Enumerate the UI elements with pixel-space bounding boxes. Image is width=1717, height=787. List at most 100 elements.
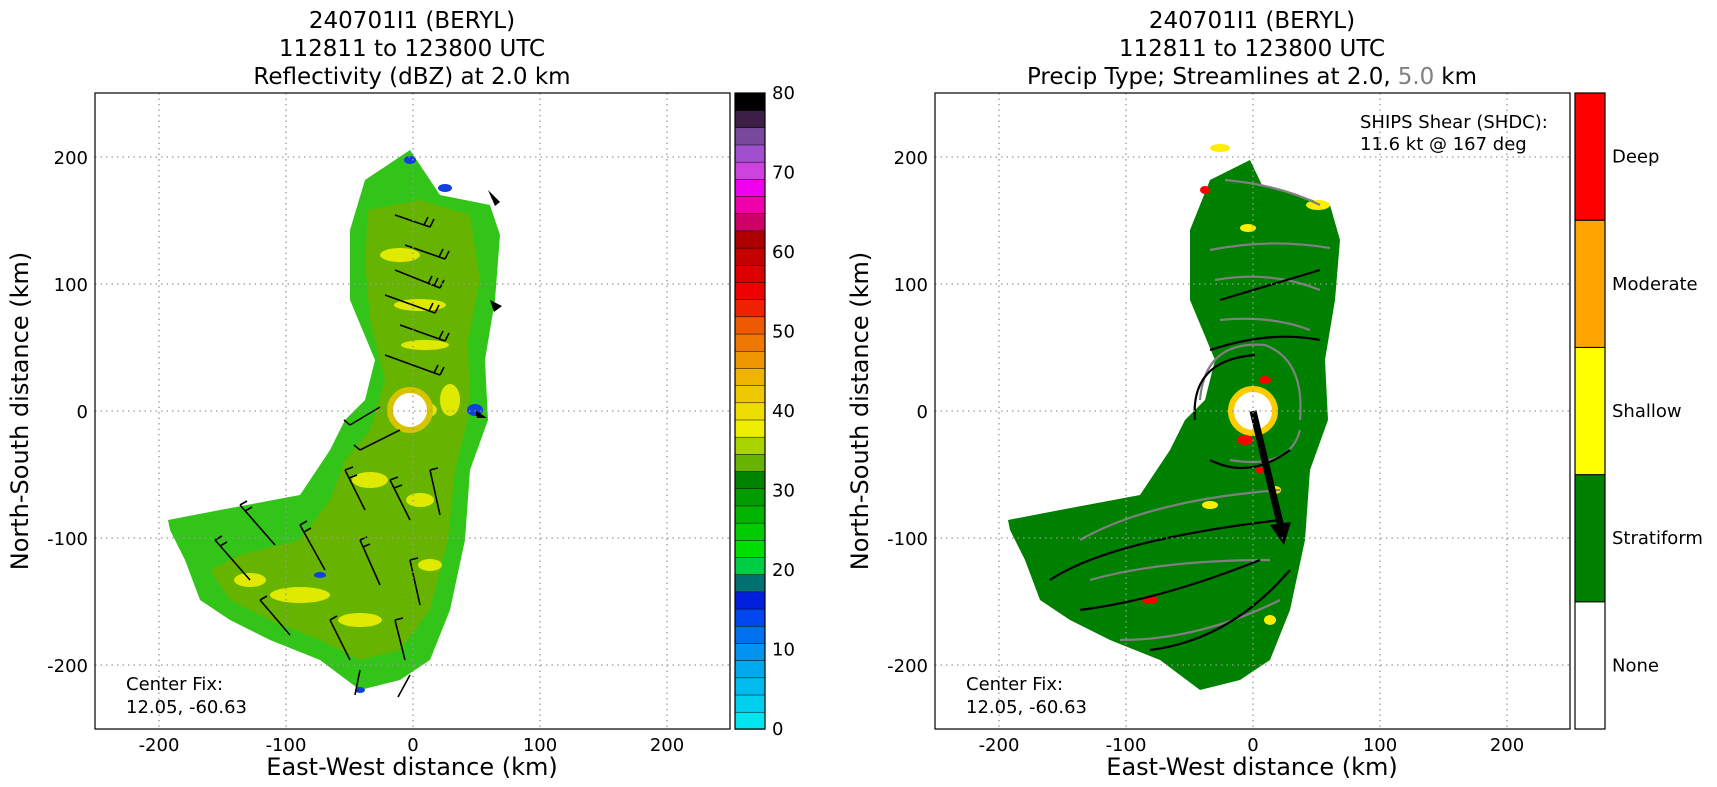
right-y-axis-label: North-South distance (km): [846, 252, 874, 571]
category-swatch: [1574, 92, 1606, 221]
category-swatch: [1574, 219, 1606, 348]
colorbar-segment: [734, 677, 766, 696]
right-y-tick-label: 200: [894, 148, 928, 169]
right-y-tick-label: -200: [887, 656, 928, 677]
right-title-line-3: Precip Type; Streamlines at 2.0, 5.0 km: [1027, 64, 1477, 90]
colorbar-segment: [734, 350, 766, 369]
category-label: Stratiform: [1612, 528, 1703, 549]
colorbar-segment: [734, 574, 766, 593]
left-y-tick-label: -200: [47, 656, 88, 677]
colorbar-segment: [734, 505, 766, 524]
left-x-tick-label: -100: [266, 735, 307, 756]
left-center-fix-label: Center Fix:: [126, 674, 223, 695]
precip-type-colorbar: [1574, 92, 1606, 730]
category-label: Moderate: [1612, 274, 1698, 295]
colorbar-tick-label: 50: [772, 322, 795, 343]
colorbar-segment: [734, 92, 766, 111]
precip-type-colorbar-frame: [1574, 92, 1606, 730]
colorbar-segment: [734, 470, 766, 490]
colorbar-tick-label: 70: [772, 163, 795, 184]
ships-shear-value: 11.6 kt @ 167 deg: [1360, 134, 1527, 155]
right-x-tick-label: 200: [1490, 735, 1524, 756]
right-title-line-2: 112811 to 123800 UTC: [1119, 36, 1385, 62]
colorbar-segment: [734, 522, 766, 541]
colorbar-segment: [734, 178, 766, 197]
colorbar-segment: [734, 608, 766, 627]
left-title-line-3: Reflectivity (dBZ) at 2.0 km: [253, 64, 570, 90]
colorbar-tick-label: 0: [772, 719, 783, 740]
left-x-tick-label: -200: [139, 735, 180, 756]
colorbar-segment: [734, 213, 766, 232]
colorbar-segment: [734, 625, 766, 644]
right-x-tick-label: -100: [1106, 735, 1147, 756]
colorbar-segment: [734, 488, 766, 507]
right-x-tick-label: 0: [1247, 735, 1258, 756]
left-title-line-2: 112811 to 123800 UTC: [279, 36, 545, 62]
colorbar-segment: [734, 247, 766, 266]
colorbar-segment: [734, 195, 766, 214]
category-swatch: [1574, 601, 1606, 730]
colorbar-segment: [734, 384, 766, 404]
right-center-fix-value: 12.05, -60.63: [966, 697, 1087, 718]
colorbar-segment: [734, 281, 766, 300]
colorbar-segment: [734, 264, 766, 283]
colorbar-segment: [734, 419, 766, 438]
colorbar-tick-label: 10: [772, 640, 795, 661]
precip-type-field: [1008, 144, 1340, 690]
precip-type-panel: 240701I1 (BERYL) 112811 to 123800 UTC Pr…: [846, 8, 1703, 781]
right-y-tick-label: 100: [894, 275, 928, 296]
precip-type-colorbar-labels: None Stratiform Shallow Moderate Deep: [1612, 147, 1703, 677]
colorbar-segment: [734, 299, 766, 318]
category-swatch: [1574, 346, 1606, 476]
colorbar-segment: [734, 659, 766, 679]
reflectivity-colorbar: [734, 92, 766, 730]
colorbar-segment: [734, 161, 766, 180]
right-y-tick-label: 0: [917, 402, 928, 423]
left-x-axis-label: East-West distance (km): [266, 753, 557, 781]
colorbar-segment: [734, 436, 766, 455]
left-x-tick-label: 0: [407, 735, 418, 756]
left-x-tick-labels: -200 -100 0 100 200: [139, 735, 685, 756]
left-y-tick-label: -100: [47, 529, 88, 550]
right-y-tick-label: -100: [887, 529, 928, 550]
left-y-tick-label: 200: [54, 148, 88, 169]
reflectivity-colorbar-frame: [734, 92, 766, 730]
colorbar-segment: [734, 453, 766, 472]
right-title-unit: km: [1441, 64, 1477, 90]
colorbar-tick-label: 30: [772, 481, 795, 502]
left-y-tick-label: 100: [54, 275, 88, 296]
reflectivity-colorbar-labels: 0 10 20 30 40 50 60 70 80: [772, 83, 795, 740]
colorbar-segment: [734, 109, 766, 129]
colorbar-segment: [734, 539, 766, 558]
colorbar-segment: [734, 556, 766, 575]
right-y-tick-labels: -200 -100 0 100 200: [887, 148, 928, 677]
colorbar-segment: [734, 230, 766, 249]
colorbar-segment: [734, 127, 766, 146]
left-x-tick-label: 100: [523, 735, 557, 756]
colorbar-segment: [734, 402, 766, 421]
right-center-fix-label: Center Fix:: [966, 674, 1063, 695]
left-title-line-1: 240701I1 (BERYL): [309, 8, 515, 34]
left-y-tick-label: 0: [77, 402, 88, 423]
right-x-tick-label: 100: [1363, 735, 1397, 756]
colorbar-segment: [734, 333, 766, 352]
colorbar-segment: [734, 316, 766, 335]
colorbar-tick-label: 40: [772, 401, 795, 422]
colorbar-segment: [734, 642, 766, 661]
right-title-main: Precip Type; Streamlines at 2.0,: [1027, 64, 1391, 90]
category-label: Deep: [1612, 147, 1659, 168]
left-gridlines: [95, 93, 730, 729]
right-title-line-1: 240701I1 (BERYL): [1149, 8, 1355, 34]
colorbar-tick-label: 20: [772, 560, 795, 581]
colorbar-segment: [734, 144, 766, 163]
category-label: Shallow: [1612, 401, 1682, 422]
right-gridlines: [935, 93, 1570, 729]
colorbar-segment: [734, 694, 766, 713]
ships-shear-label: SHIPS Shear (SHDC):: [1360, 112, 1548, 133]
right-axes-frame: [934, 92, 1571, 730]
colorbar-segment: [734, 367, 766, 386]
right-title-level-2: 5.0: [1398, 64, 1435, 90]
colorbar-tick-label: 80: [772, 83, 795, 104]
reflectivity-panel: 240701I1 (BERYL) 112811 to 123800 UTC Re…: [6, 8, 795, 781]
right-x-axis-label: East-West distance (km): [1106, 753, 1397, 781]
